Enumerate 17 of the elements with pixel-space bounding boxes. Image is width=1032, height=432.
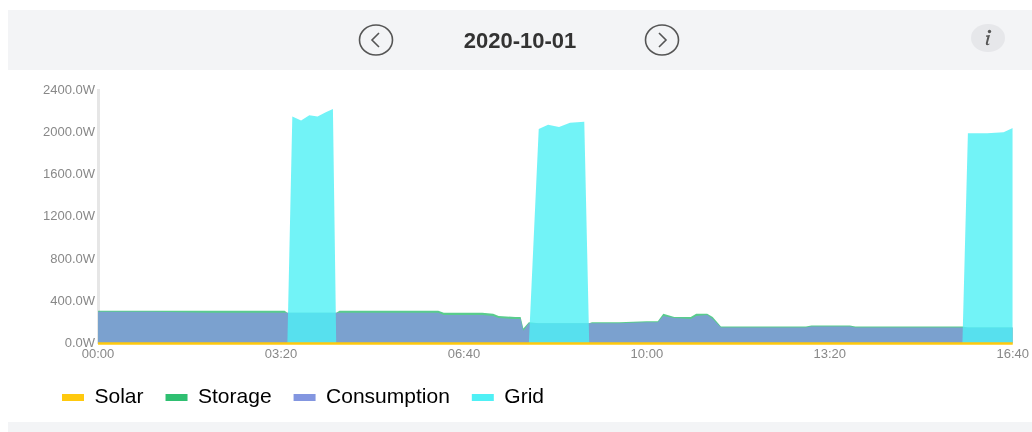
x-tick-label: 13:20 (813, 345, 847, 361)
x-tick-label: 16:40 (996, 345, 1030, 361)
legend-label: Solar (94, 384, 144, 408)
legend-label: Grid (504, 384, 544, 408)
y-tick-label: 2000.0W (42, 123, 96, 139)
x-tick-label: 06:40 (447, 345, 481, 361)
y-tick-label: 1600.0W (42, 166, 96, 182)
legend-label: Consumption (326, 384, 450, 408)
x-tick-label: 10:00 (630, 345, 664, 361)
legend-label: Storage (198, 384, 272, 408)
chart-title: 2020-10-01 (462, 28, 578, 54)
y-tick-label: 400.0W (50, 292, 96, 308)
y-tick-label: 2400.0W (42, 81, 96, 97)
y-tick-label: 1200.0W (42, 208, 96, 224)
y-tick-label: 0.0W (64, 334, 96, 350)
y-tick-label: 800.0W (50, 250, 96, 266)
x-tick-label: 03:20 (264, 345, 298, 361)
